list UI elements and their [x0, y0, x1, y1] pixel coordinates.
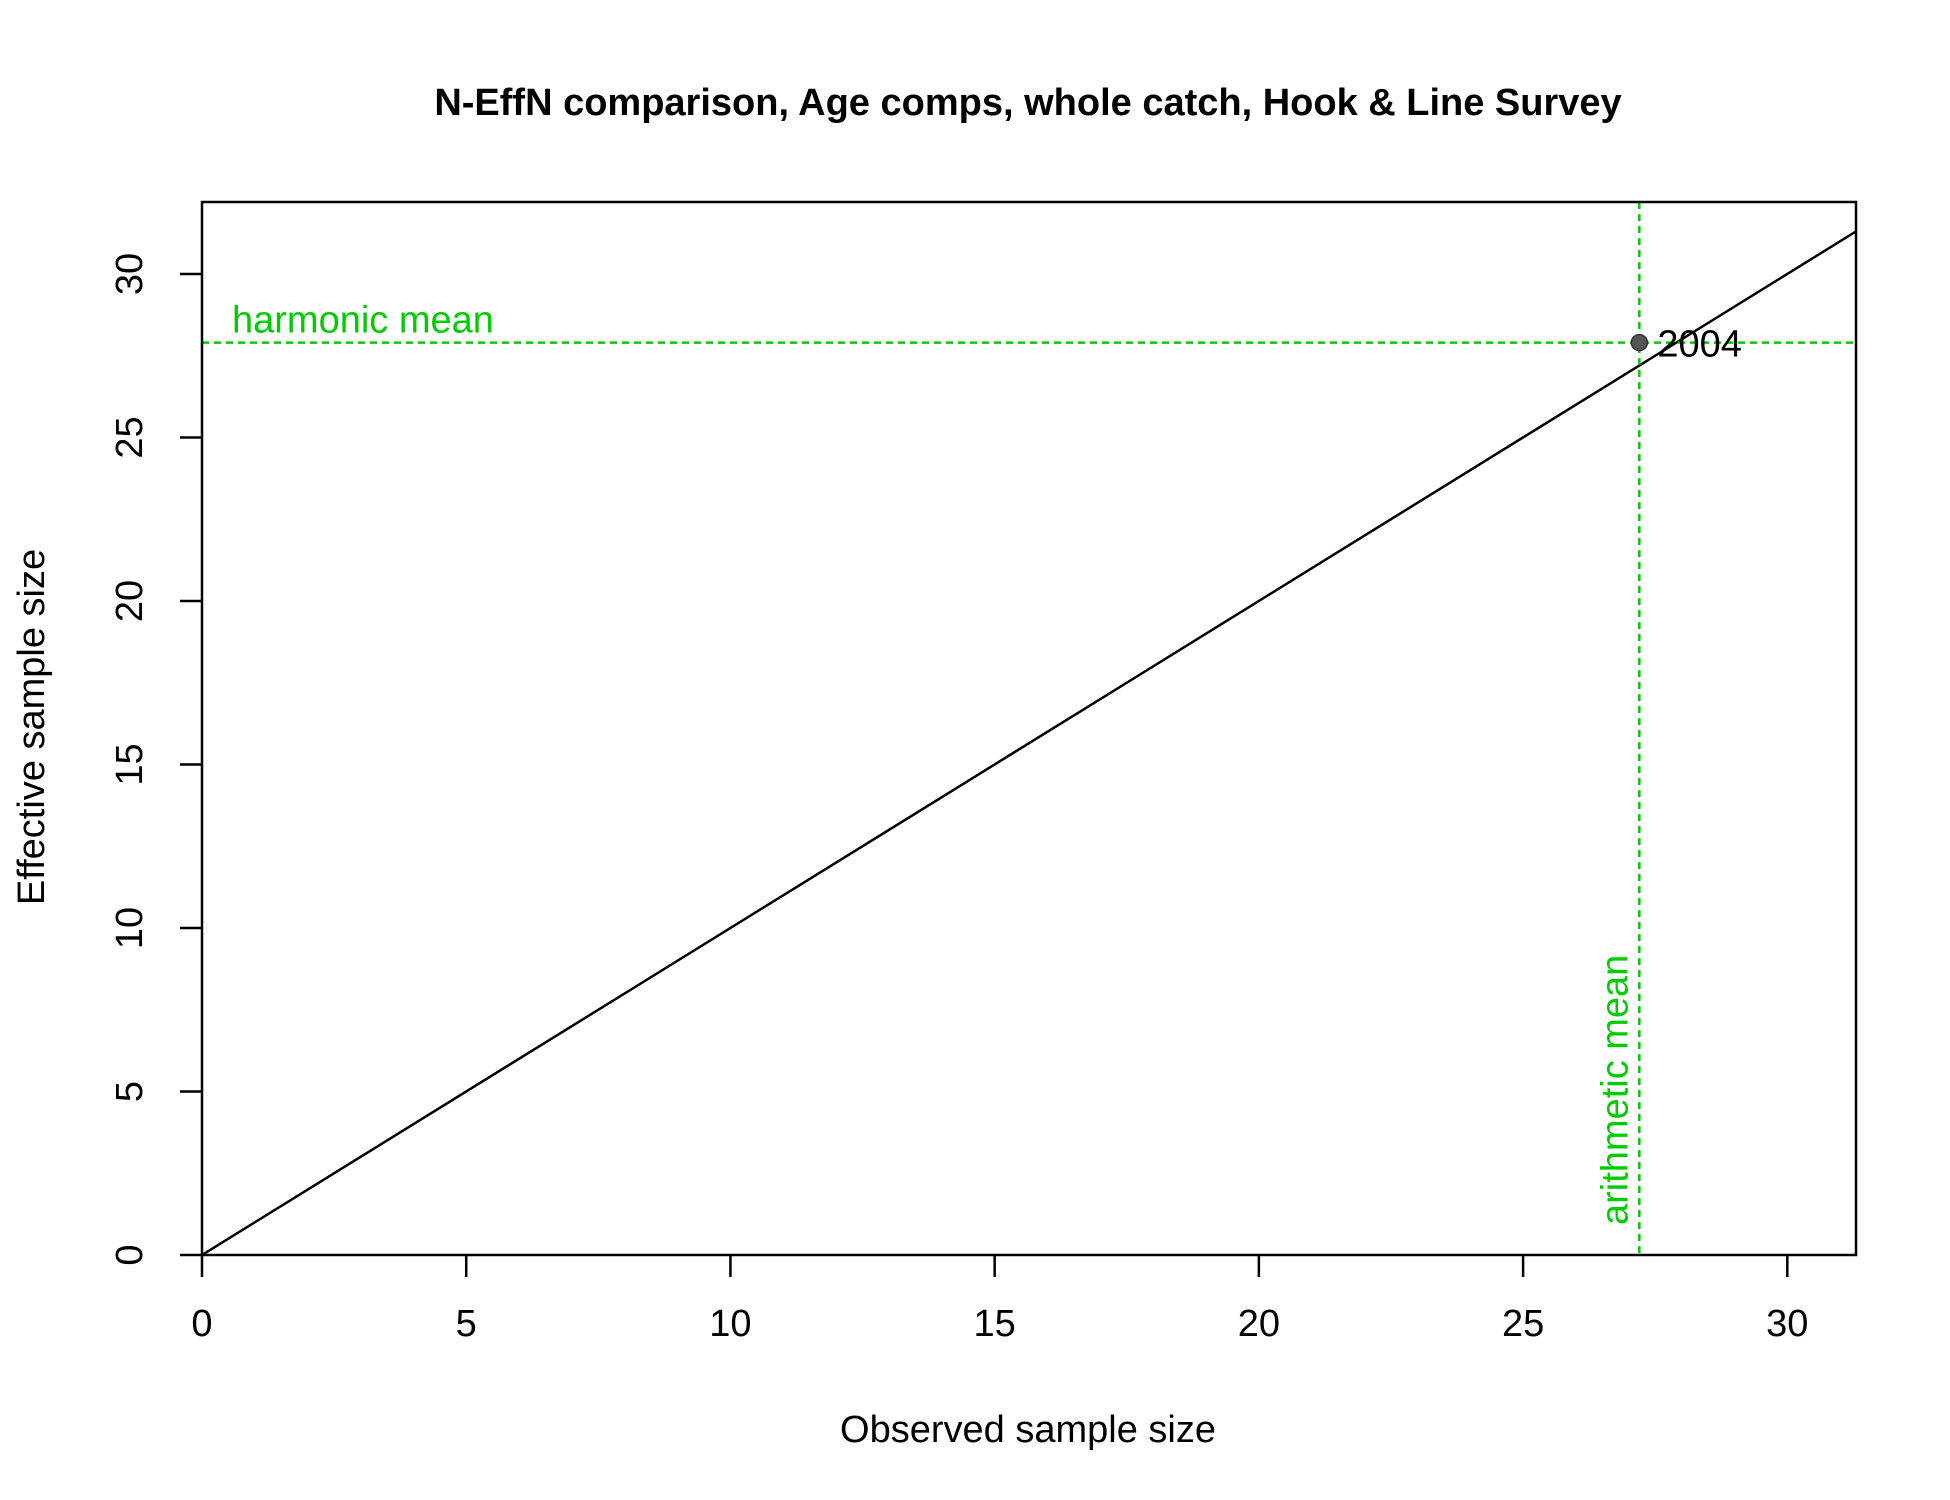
y-axis-label: Effective sample size [11, 549, 53, 905]
y-tick-label: 15 [109, 743, 151, 785]
y-tick-label: 25 [109, 416, 151, 458]
y-tick-label: 30 [109, 253, 151, 295]
y-tick-label: 0 [109, 1244, 151, 1265]
x-tick-label: 30 [1766, 1303, 1808, 1345]
x-tick-label: 25 [1502, 1303, 1544, 1345]
data-point [1630, 333, 1649, 352]
y-tick-label: 20 [109, 580, 151, 622]
x-tick-label: 5 [456, 1303, 477, 1345]
x-tick-label: 10 [709, 1303, 751, 1345]
one-to-one-line [202, 230, 1856, 1255]
x-axis-label: Observed sample size [840, 1409, 1216, 1451]
x-tick-label: 20 [1238, 1303, 1280, 1345]
point-label: 2004 [1657, 324, 1742, 366]
plot-area: harmonic mean arithmetic mean 2004 0 5 10 15 20… [109, 200, 1858, 1345]
y-tick-label: 10 [109, 907, 151, 949]
harmonic-mean-label: harmonic mean [232, 300, 494, 342]
x-tick-label: 0 [191, 1303, 212, 1345]
x-tick-label: 15 [974, 1303, 1016, 1345]
chart-title: N-EffN comparison, Age comps, whole catc… [434, 82, 1621, 124]
y-tick-label: 5 [109, 1081, 151, 1102]
arithmetic-mean-label: arithmetic mean [1594, 955, 1636, 1225]
plot-frame [200, 200, 1858, 1257]
